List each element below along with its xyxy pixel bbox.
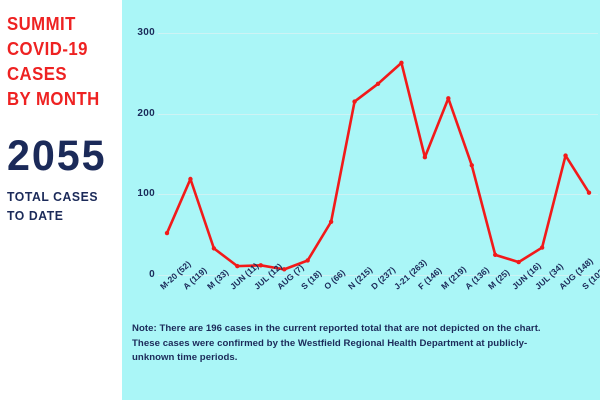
cases-line	[165, 61, 591, 271]
data-point-marker	[563, 153, 568, 158]
data-point-marker	[211, 246, 217, 251]
data-point-marker	[586, 190, 592, 195]
data-point-marker	[235, 263, 240, 269]
data-point-marker	[493, 252, 498, 258]
total-caption-line-1: TOTAL CASES	[7, 189, 99, 204]
headline-line-3: CASES	[7, 64, 67, 84]
headline-line-2: COVID-19	[7, 39, 88, 59]
gridline-0	[158, 275, 598, 276]
note-line-2: These cases were confirmed by the Westfi…	[132, 337, 528, 349]
data-point-marker	[539, 245, 545, 250]
data-point-marker	[516, 259, 521, 265]
data-point-marker	[422, 155, 428, 160]
data-point-marker	[188, 176, 193, 182]
headline-line-1: SUMMIT	[7, 14, 76, 34]
plot-area: 0 100 200 300	[122, 0, 600, 300]
x-axis-tick-labels: M-20 (52) A (119) M (33) JUN (11) JUL (12) AU…	[122, 256, 600, 322]
data-point-marker	[282, 267, 287, 272]
total-cases-caption: TOTAL CASES TO DATE	[7, 187, 115, 225]
data-point-marker	[469, 163, 474, 168]
data-point-marker	[164, 230, 170, 236]
gridline-100	[158, 194, 598, 196]
headline-line-4: BY MONTH	[7, 89, 100, 109]
note-line-1: Note: There are 196 cases in the current…	[132, 323, 541, 334]
y-tick-300: 300	[137, 27, 155, 38]
data-point-marker	[399, 60, 404, 66]
total-cases-number: 2055	[7, 132, 107, 180]
total-caption-line-2: TO DATE	[7, 208, 64, 223]
y-tick-200: 200	[137, 107, 155, 119]
y-tick-100: 100	[137, 188, 155, 200]
data-point-marker	[446, 96, 451, 101]
gridline-300	[158, 33, 598, 34]
cases-line-series	[164, 60, 592, 272]
y-tick-0: 0	[149, 269, 155, 280]
gridline-200	[158, 113, 598, 115]
chart-note: Note: There are 196 cases in the current…	[132, 322, 594, 366]
note-line-3: unknown time periods.	[132, 352, 238, 363]
data-point-marker	[305, 258, 310, 263]
chart-panel: 0 100 200 300 M-20 (52) A (119) M (33) JUN (11…	[122, 0, 600, 400]
data-point-marker	[375, 81, 381, 87]
left-summary-panel: SUMMIT COVID-19 CASES BY MONTH 2055 TOTA…	[0, 0, 122, 400]
page-title: SUMMIT COVID-19 CASES BY MONTH	[7, 12, 114, 112]
data-point-marker	[352, 99, 357, 104]
data-point-marker	[328, 219, 334, 224]
data-point-marker	[258, 263, 263, 268]
